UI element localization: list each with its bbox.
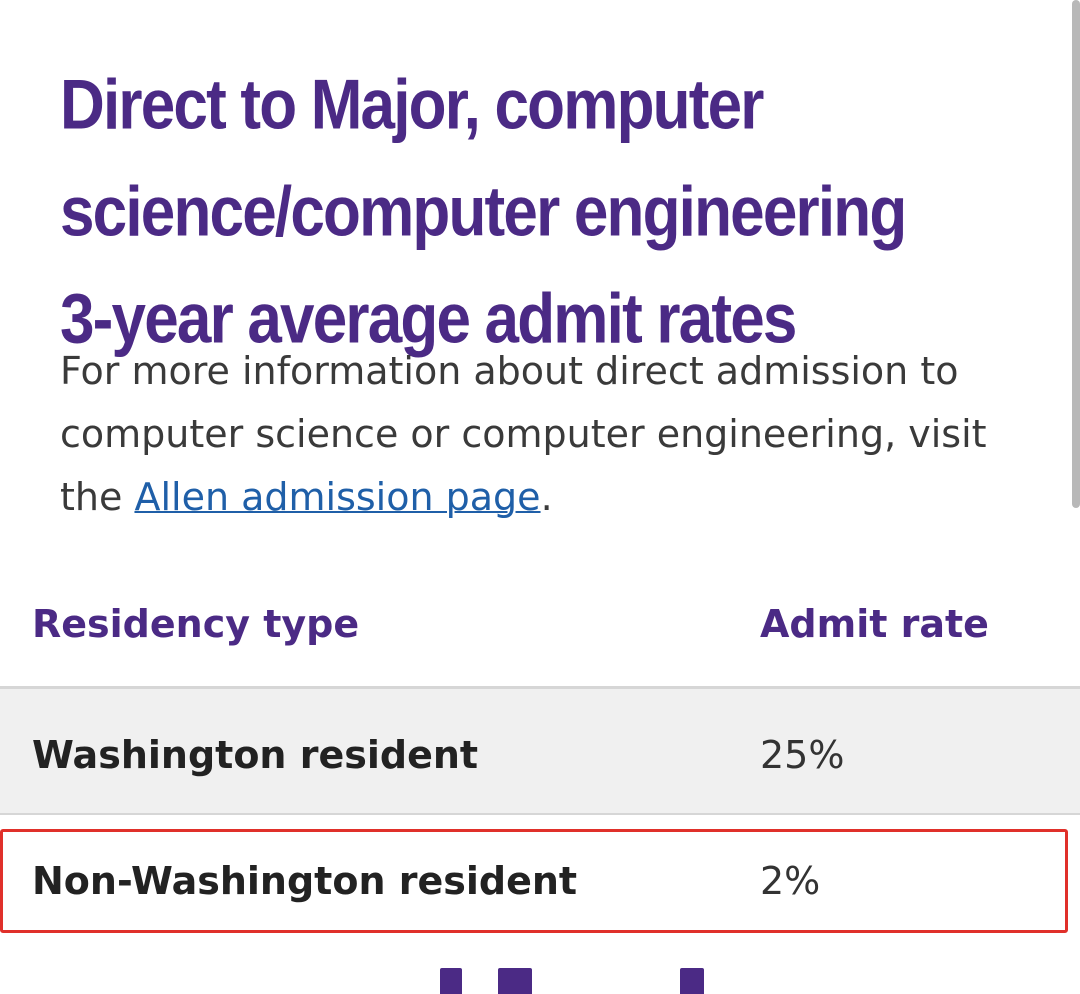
heading-glyph-fragment: [680, 968, 704, 994]
page-title: Direct to Major, computer science/comput…: [60, 52, 1040, 373]
description-paragraph: For more information about direct admiss…: [60, 340, 1050, 529]
residency-cell: Washington resident: [32, 733, 479, 777]
table-row: Non-Washington resident 2%: [0, 815, 1080, 939]
next-section-heading-cropped: [380, 968, 780, 994]
page-title-line-1: Direct to Major, computer: [60, 65, 764, 145]
table-row: Washington resident 25%: [0, 689, 1080, 815]
table-header-row: Residency type Admit rate: [0, 580, 1080, 689]
description-period: .: [540, 475, 553, 519]
heading-glyph-fragment: [440, 968, 462, 994]
page-title-line-3: 3-year average admit rates: [60, 280, 797, 359]
residency-type-header: Residency type: [32, 602, 360, 646]
page-title-line-2: science/computer engineering: [60, 172, 907, 252]
scrollbar[interactable]: [1072, 0, 1080, 508]
allen-admission-link[interactable]: Allen admission page: [134, 475, 541, 519]
admit-rate-header: Admit rate: [760, 602, 989, 646]
admit-rate-cell: 2%: [760, 859, 821, 903]
admit-rate-cell: 25%: [760, 733, 845, 777]
description-text: For more information about direct admiss…: [60, 349, 987, 519]
heading-glyph-fragment: [498, 968, 532, 994]
residency-cell: Non-Washington resident: [32, 859, 578, 903]
highlight-annotation-box: [0, 829, 1068, 933]
admit-rates-table: Residency type Admit rate Washington res…: [0, 580, 1080, 939]
